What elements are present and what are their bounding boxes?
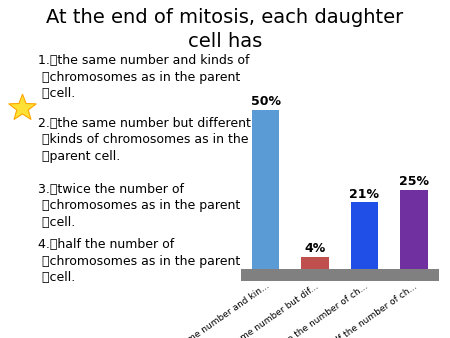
Text: 50%: 50% (251, 95, 280, 108)
Bar (351, 202, 378, 269)
Text: 3.	twice the number of
 	chromosomes as in the parent
 	cell.: 3. twice the number of chromosomes as in… (38, 183, 240, 228)
Text: 25%: 25% (399, 175, 429, 188)
Text: the same number but dif...: the same number but dif... (216, 282, 320, 338)
Text: At the end of mitosis, each daughter: At the end of mitosis, each daughter (46, 8, 404, 27)
Text: 4.	half the number of
 	chromosomes as in the parent
 	cell.: 4. half the number of chromosomes as in … (38, 238, 240, 284)
Text: 1.	the same number and kinds of
 	chromosomes as in the parent
 	cell.: 1. the same number and kinds of chromoso… (38, 54, 250, 100)
Bar (302, 257, 328, 269)
Text: half the number of ch...: half the number of ch... (326, 282, 419, 338)
Bar (241, 269, 439, 281)
Text: 2.	the same number but different
 	kinds of chromosomes as in the
 	parent cell.: 2. the same number but different kinds o… (38, 117, 251, 163)
Bar (400, 190, 428, 269)
Text: 21%: 21% (350, 188, 379, 201)
Text: twice the number of ch...: twice the number of ch... (271, 282, 369, 338)
Text: cell has: cell has (188, 32, 262, 51)
Text: the same number and kin...: the same number and kin... (162, 282, 270, 338)
Polygon shape (9, 94, 36, 119)
Text: 4%: 4% (304, 242, 326, 255)
Bar (252, 110, 279, 269)
